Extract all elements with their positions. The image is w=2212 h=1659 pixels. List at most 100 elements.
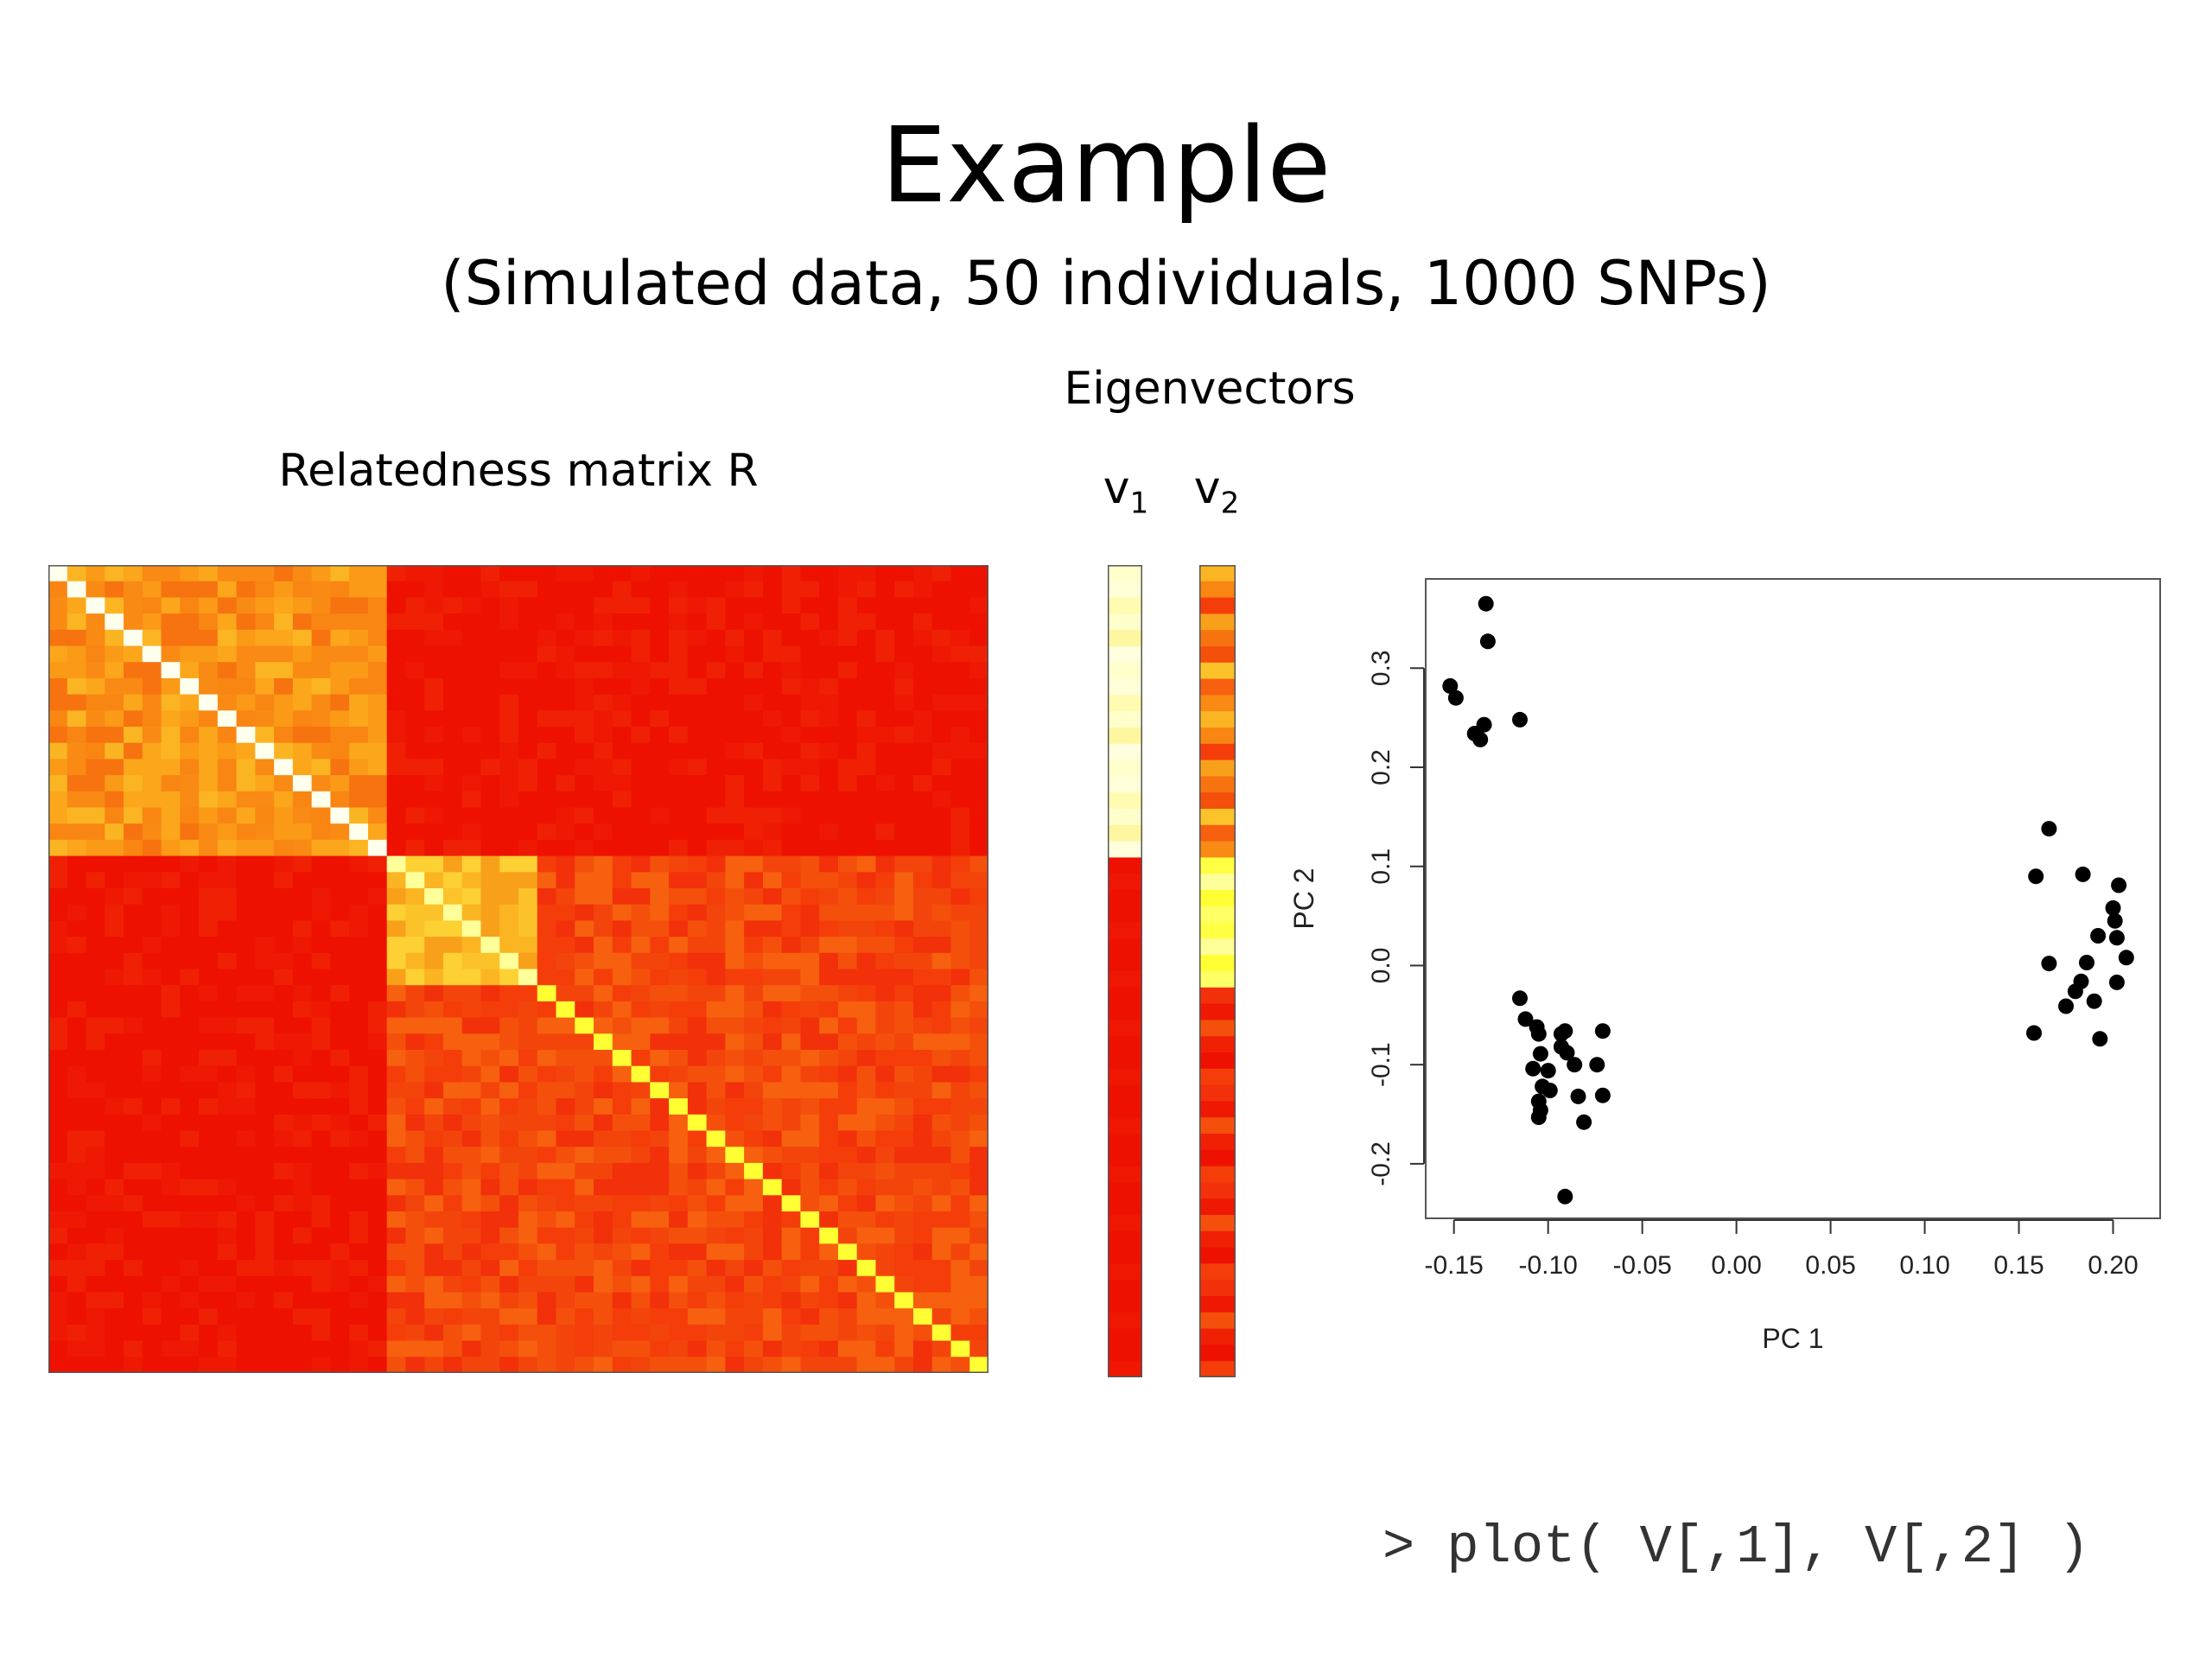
heatmap-cell bbox=[612, 823, 632, 841]
heatmap-cell bbox=[386, 1357, 407, 1373]
heatmap-cell bbox=[781, 1114, 801, 1132]
heatmap-cell bbox=[274, 1114, 294, 1132]
heatmap-cell bbox=[442, 1324, 463, 1342]
heatmap-cell bbox=[461, 823, 482, 841]
heatmap-cell bbox=[105, 645, 124, 663]
heatmap-cell bbox=[669, 1340, 689, 1357]
heatmap-cell bbox=[405, 1147, 425, 1164]
heatmap-cell bbox=[762, 937, 783, 954]
heatmap-cell bbox=[537, 1195, 557, 1212]
heatmap-cell bbox=[612, 1195, 632, 1212]
heatmap-cell bbox=[255, 1308, 275, 1325]
heatmap-cell bbox=[725, 1260, 745, 1277]
heatmap-cell bbox=[367, 629, 388, 647]
heatmap-cell bbox=[912, 904, 933, 921]
heatmap-cell bbox=[386, 629, 407, 647]
heatmap-cell bbox=[480, 920, 500, 938]
heatmap-cell bbox=[349, 807, 369, 824]
heatmap-cell bbox=[875, 937, 895, 954]
heatmap-cell bbox=[950, 1211, 970, 1229]
heatmap-cell bbox=[969, 775, 988, 792]
heatmap-cell bbox=[556, 1308, 575, 1325]
heatmap-cell bbox=[330, 1227, 350, 1244]
heatmap-cell bbox=[969, 677, 988, 696]
heatmap-cell bbox=[161, 677, 181, 696]
heatmap-cell bbox=[386, 1227, 407, 1244]
heatmap-cell bbox=[800, 888, 820, 906]
heatmap-cell bbox=[631, 581, 651, 598]
heatmap-cell bbox=[142, 904, 162, 921]
eigenvector-cell bbox=[1108, 1166, 1142, 1183]
heatmap-cell bbox=[105, 1292, 124, 1309]
heatmap-cell bbox=[687, 613, 708, 631]
heatmap-cell bbox=[950, 581, 970, 598]
heatmap-cell bbox=[594, 1162, 613, 1180]
heatmap-cell bbox=[744, 1179, 764, 1196]
heatmap-cell bbox=[669, 1114, 689, 1132]
heatmap-cell bbox=[687, 565, 708, 582]
eigenvector-cell bbox=[1199, 646, 1236, 664]
heatmap-cell bbox=[725, 920, 745, 938]
heatmap-cell bbox=[405, 581, 425, 598]
heatmap-cell bbox=[386, 1211, 407, 1229]
heatmap-cell bbox=[537, 1308, 557, 1325]
heatmap-cell bbox=[612, 645, 632, 663]
heatmap-cell bbox=[142, 581, 162, 598]
heatmap-cell bbox=[575, 775, 594, 792]
heatmap-cell bbox=[912, 1050, 933, 1067]
heatmap-cell bbox=[744, 565, 764, 582]
heatmap-cell bbox=[330, 1179, 350, 1196]
eigenvector-cell bbox=[1108, 1296, 1142, 1313]
heatmap-cell bbox=[631, 775, 651, 792]
heatmap-cell bbox=[875, 1227, 895, 1244]
heatmap-cell bbox=[912, 1082, 933, 1099]
heatmap-cell bbox=[424, 1017, 444, 1034]
heatmap-cell bbox=[330, 677, 350, 696]
heatmap-cell bbox=[781, 597, 801, 614]
heatmap-cell bbox=[894, 597, 914, 614]
heatmap-cell bbox=[86, 855, 105, 873]
heatmap-cell bbox=[875, 565, 895, 582]
heatmap-cell bbox=[367, 565, 388, 582]
heatmap-cell bbox=[969, 1324, 988, 1342]
heatmap-cell bbox=[367, 677, 388, 696]
heatmap-cell bbox=[105, 855, 124, 873]
heatmap-cell bbox=[612, 742, 632, 760]
heatmap-cell bbox=[105, 823, 124, 841]
eigenvector-cell bbox=[1108, 857, 1142, 874]
heatmap-cell bbox=[180, 662, 200, 679]
heatmap-cell bbox=[969, 807, 988, 824]
heatmap-cell bbox=[67, 581, 87, 598]
heatmap-cell bbox=[518, 791, 538, 809]
heatmap-cell bbox=[274, 597, 294, 614]
scatter-point bbox=[1532, 1046, 1548, 1062]
heatmap-cell bbox=[837, 694, 858, 711]
heatmap-cell bbox=[706, 985, 726, 1002]
heatmap-cell bbox=[199, 807, 219, 824]
heatmap-cell bbox=[518, 565, 538, 582]
v2-label: v2 bbox=[1178, 462, 1255, 520]
heatmap-cell bbox=[367, 710, 388, 728]
heatmap-cell bbox=[800, 1324, 820, 1342]
heatmap-cell bbox=[931, 888, 952, 906]
heatmap-cell bbox=[461, 1324, 482, 1342]
heatmap-cell bbox=[594, 694, 613, 711]
heatmap-cell bbox=[537, 581, 557, 598]
heatmap-cell bbox=[612, 791, 632, 809]
heatmap-cell bbox=[631, 613, 651, 631]
heatmap-cell bbox=[461, 1260, 482, 1277]
heatmap-cell bbox=[217, 1357, 238, 1373]
heatmap-cell bbox=[330, 662, 350, 679]
heatmap-cell bbox=[48, 1162, 68, 1180]
heatmap-cell bbox=[199, 969, 219, 986]
heatmap-cell bbox=[762, 581, 783, 598]
heatmap-cell bbox=[762, 710, 783, 728]
heatmap-cell bbox=[199, 920, 219, 938]
heatmap-cell bbox=[442, 597, 463, 614]
heatmap-cell bbox=[124, 1065, 143, 1083]
heatmap-cell bbox=[124, 1227, 143, 1244]
heatmap-cell bbox=[650, 839, 670, 857]
heatmap-cell bbox=[499, 855, 519, 873]
heatmap-cell bbox=[762, 904, 783, 921]
heatmap-cell bbox=[499, 920, 519, 938]
